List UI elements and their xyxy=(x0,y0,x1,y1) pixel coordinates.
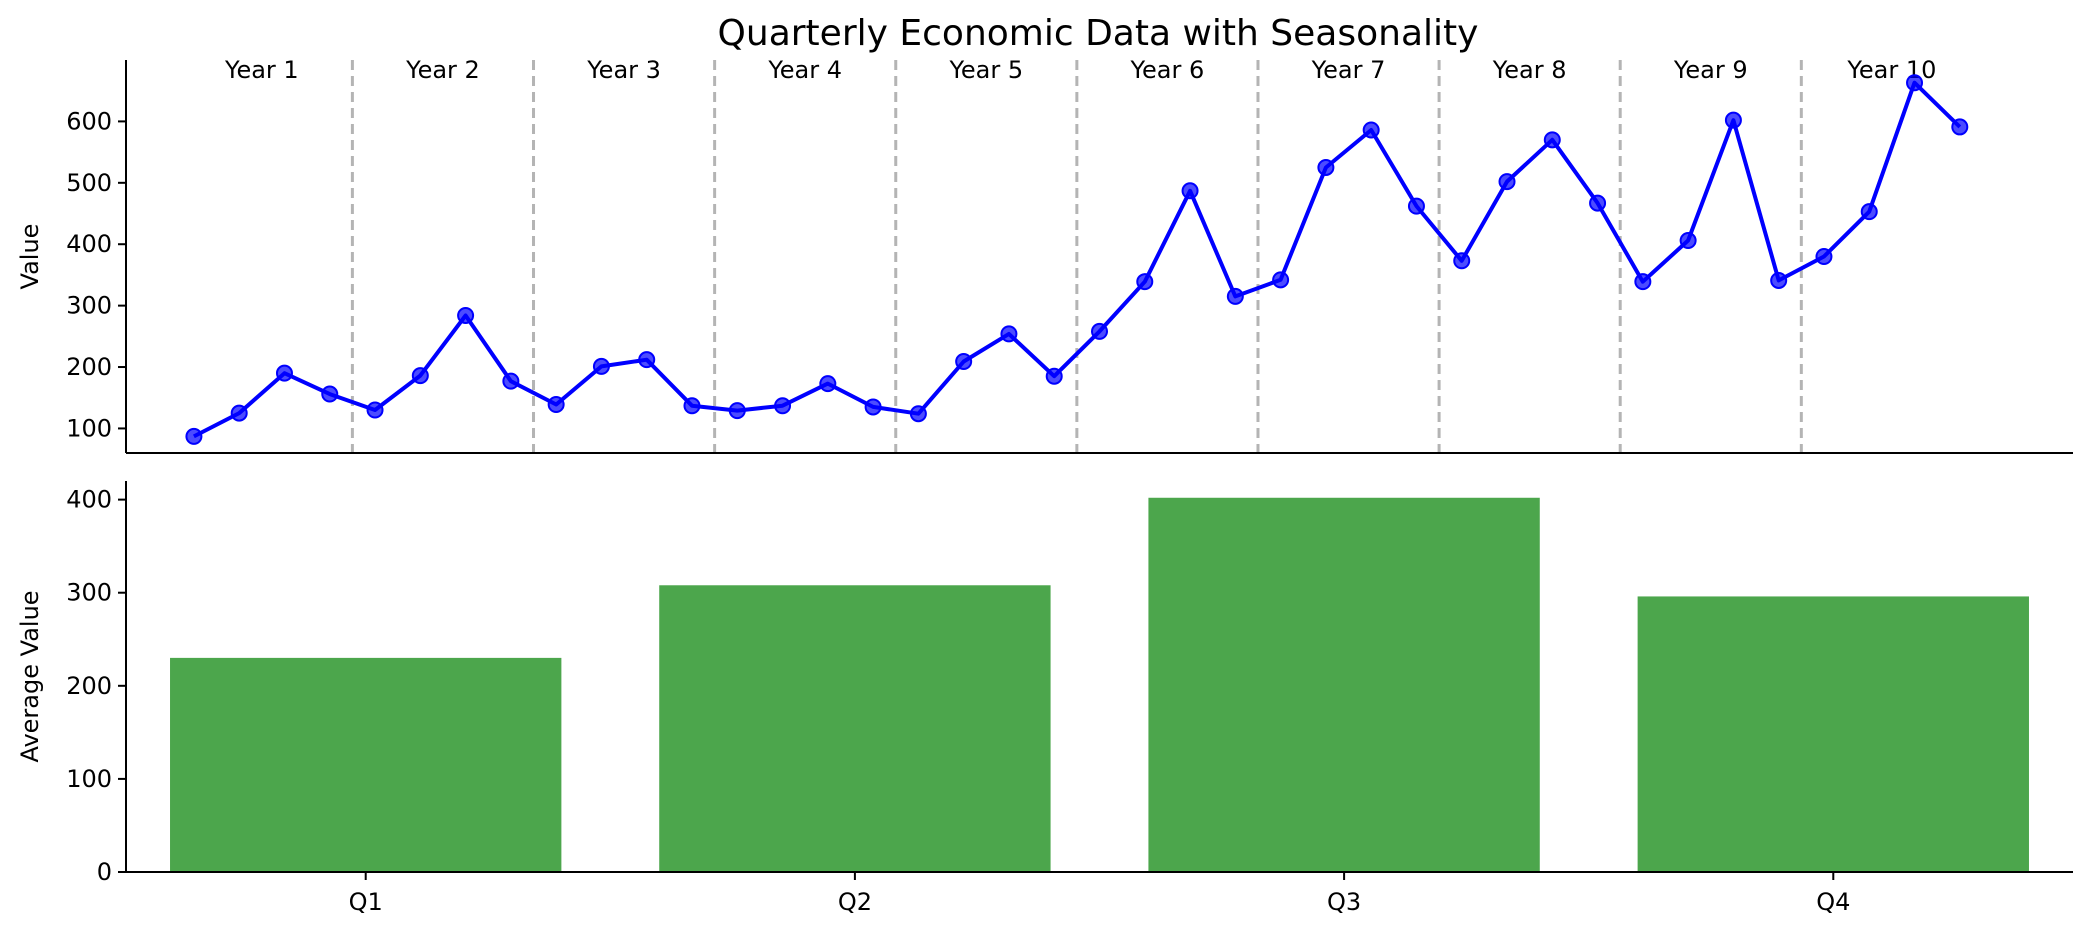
data-point xyxy=(457,306,475,324)
data-point xyxy=(1272,271,1290,289)
y-tick-label: 300 xyxy=(66,579,112,607)
year-label: Year 7 xyxy=(1311,56,1386,84)
year-label: Year 10 xyxy=(1846,56,1936,84)
data-point xyxy=(275,364,293,382)
data-point xyxy=(774,397,792,415)
year-label: Year 6 xyxy=(1130,56,1205,84)
y-tick-label: 300 xyxy=(66,292,112,320)
data-point xyxy=(1407,197,1425,215)
data-point xyxy=(1634,273,1652,291)
data-point xyxy=(1498,173,1516,191)
data-point xyxy=(955,353,973,371)
y-axis-label: Average Value xyxy=(16,590,44,762)
data-point xyxy=(1045,367,1063,385)
year-label: Year 3 xyxy=(586,56,661,84)
data-point xyxy=(909,405,927,423)
data-point xyxy=(1815,248,1833,265)
y-tick-label: 400 xyxy=(66,230,112,258)
year-label: Year 4 xyxy=(767,56,842,84)
data-point xyxy=(411,367,429,385)
y-tick-label: 200 xyxy=(66,353,112,381)
series-line xyxy=(192,80,1962,439)
data-point xyxy=(638,351,656,369)
year-label: Year 1 xyxy=(224,56,299,84)
data-point xyxy=(592,357,610,375)
y-tick-label: 200 xyxy=(66,672,112,700)
data-point xyxy=(1091,322,1108,340)
data-point xyxy=(1362,121,1380,139)
data-point xyxy=(185,427,203,445)
y-axis-label: Value xyxy=(16,224,44,290)
data-point xyxy=(1136,273,1154,291)
data-point xyxy=(1226,287,1244,305)
y-tick-label: 500 xyxy=(66,169,112,197)
x-tick-label: Q2 xyxy=(838,888,872,916)
data-point xyxy=(1906,74,1924,92)
bar-q1 xyxy=(170,657,562,872)
data-point xyxy=(728,402,746,420)
data-point xyxy=(1181,182,1199,200)
year-label: Year 9 xyxy=(1673,56,1748,84)
data-point xyxy=(1724,111,1742,129)
data-point xyxy=(1951,118,1969,136)
year-label: Year 8 xyxy=(1492,56,1567,84)
x-tick-label: Q3 xyxy=(1327,888,1361,916)
data-point xyxy=(547,395,565,413)
bar-q2 xyxy=(659,585,1051,872)
y-tick-label: 100 xyxy=(66,765,112,793)
year-label: Year 5 xyxy=(948,56,1023,84)
y-tick-label: 0 xyxy=(97,858,112,886)
data-point xyxy=(1860,203,1878,221)
y-tick-label: 600 xyxy=(66,107,112,135)
data-point xyxy=(366,401,384,419)
data-point xyxy=(1317,158,1335,176)
data-point xyxy=(1543,131,1561,149)
data-point xyxy=(683,397,701,415)
data-point xyxy=(1000,325,1018,343)
y-tick-label: 100 xyxy=(66,414,112,442)
data-point xyxy=(864,398,882,416)
data-point xyxy=(819,375,837,393)
x-tick-label: Q4 xyxy=(1816,888,1850,916)
x-tick-label: Q1 xyxy=(349,888,383,916)
line-chart-panel: Year 1 Year 2 Year 3 Year 4 Year 5 Year 6 Year… xyxy=(16,56,2073,454)
data-point xyxy=(1679,232,1697,250)
data-point xyxy=(1453,252,1471,270)
data-point xyxy=(321,385,339,403)
bar-chart-panel: Q1 Q2 Q3 Q4 0 100 200 300 400 Average Value xyxy=(16,481,2073,916)
data-point xyxy=(230,404,248,422)
chart-title: Quarterly Economic Data with Seasonality xyxy=(718,13,1479,54)
y-tick-label: 400 xyxy=(66,486,112,514)
data-point xyxy=(1770,271,1788,289)
bar-q4 xyxy=(1637,596,2029,872)
bar-q3 xyxy=(1148,497,1540,872)
year-label: Year 2 xyxy=(405,56,480,84)
data-point xyxy=(502,372,520,390)
data-point xyxy=(1589,194,1607,212)
